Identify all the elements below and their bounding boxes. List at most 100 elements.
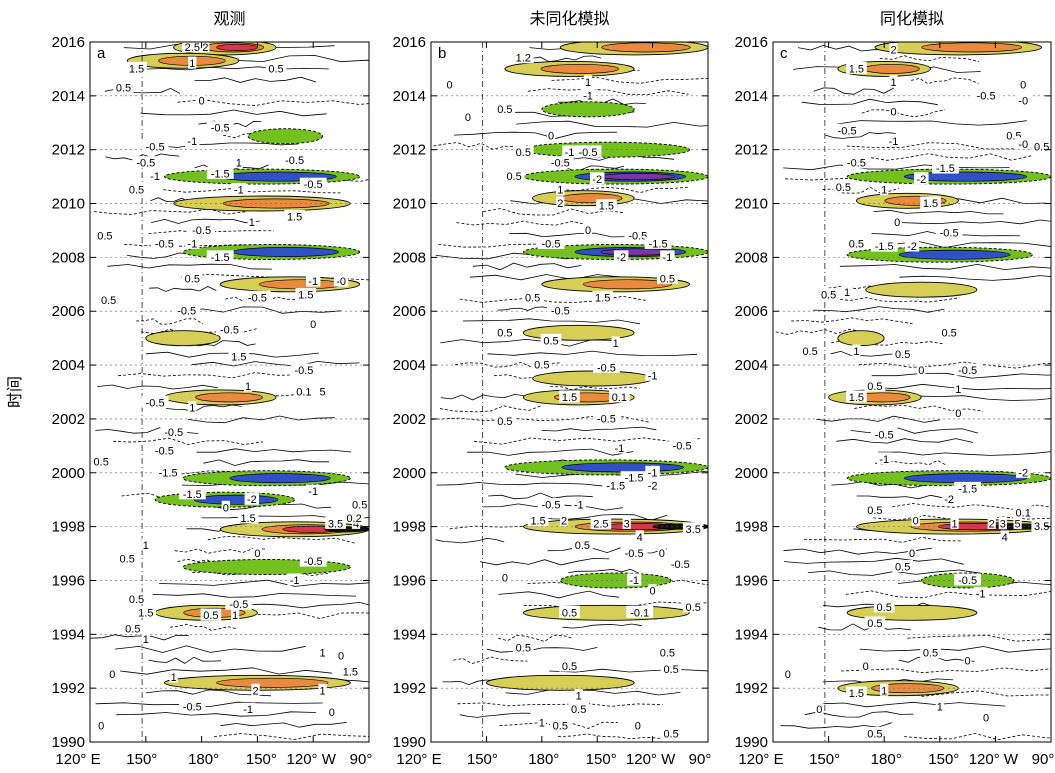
contour-label-bg	[892, 560, 913, 572]
contour-line	[220, 722, 347, 728]
y-tick-label: 2004	[393, 357, 426, 374]
contour-label-bg	[833, 180, 854, 193]
contour-label-bg	[559, 605, 580, 618]
contour-label: -0	[1018, 139, 1028, 151]
contour-label: -0.5	[551, 158, 570, 170]
contour-label-bg	[870, 428, 898, 441]
contour-label-bg	[818, 288, 839, 301]
contour-label-bg	[244, 290, 271, 303]
contour-label: 0	[890, 107, 896, 119]
contour-label: -0.5	[940, 228, 959, 240]
contour-label: 1	[890, 77, 896, 89]
contour-label: 2	[252, 685, 258, 697]
contour-label-bg	[309, 317, 318, 330]
anomaly-core	[540, 63, 619, 74]
contour-label: -0.5	[597, 362, 616, 374]
contour-label: -0.5	[542, 500, 561, 512]
contour-label-bg	[160, 425, 188, 438]
panel-a: 2.5 21.5 1 0.50.50-0.5-0.5 -1-0.5 1 -0.5-1 -1.5…	[52, 10, 373, 768]
contour-label: -0.5	[294, 365, 313, 377]
contour-label: -1	[308, 486, 318, 498]
contour-label: 0	[329, 707, 335, 719]
contour-label-bg	[583, 223, 593, 236]
contour-label: 0	[502, 572, 508, 584]
contour-line	[213, 733, 369, 740]
anomaly-features	[126, 42, 369, 691]
contour-label-bg	[500, 570, 509, 583]
contour-label-bg	[556, 196, 565, 209]
y-tick-label: 1992	[52, 680, 85, 697]
contour-label: 0.5	[185, 273, 200, 285]
contour-label-bg	[225, 597, 253, 610]
contour-label-bg	[935, 226, 963, 239]
y-tick-label: 2012	[735, 142, 768, 159]
contour-line	[435, 537, 505, 544]
contour-label-bg	[513, 51, 534, 64]
contour-label: 0.5	[101, 295, 116, 307]
y-tick-label: 2002	[735, 411, 768, 428]
contour-label: 1.5	[298, 290, 313, 302]
contour-line	[116, 711, 316, 717]
contour-label-bg	[954, 573, 981, 586]
y-tick-label: 2010	[393, 196, 426, 213]
contour-label: 3	[1000, 518, 1006, 530]
panel-letter-bg	[94, 45, 108, 61]
contour-label: -0.5	[155, 446, 174, 458]
y-tick-label: 2004	[735, 357, 768, 374]
contour-label: 0.5	[562, 607, 577, 619]
contour-label-bg	[251, 683, 260, 696]
contour-label-bg	[893, 215, 902, 228]
y-tick-label: 2006	[735, 303, 768, 320]
contour-label: 1.5	[849, 63, 864, 75]
contour-label: 0.5	[506, 171, 521, 183]
contour-line	[436, 482, 606, 487]
contour-label-bg	[90, 455, 112, 467]
contour-label: 1	[557, 185, 563, 197]
contour-label: 0.5	[575, 540, 590, 552]
anomaly-core	[195, 392, 263, 403]
contour-label: 5	[1015, 518, 1021, 530]
contour-label-bg	[231, 183, 246, 196]
contour-label: -2	[648, 481, 658, 493]
contour-line	[120, 667, 333, 675]
contour-label: 0.5	[867, 505, 882, 517]
contour-label: 1.5	[923, 198, 938, 210]
contour-line	[152, 593, 357, 598]
contour-label: -0.5	[164, 427, 183, 439]
contour-label-bg	[306, 484, 321, 497]
contour-label: -1	[648, 467, 658, 479]
contour-label-bg	[494, 102, 516, 115]
contour-label: 1	[236, 158, 242, 170]
contour-line	[472, 262, 582, 271]
contour-label: 0.5	[125, 623, 140, 635]
y-tick-label: 2006	[393, 303, 426, 320]
contour-label-bg	[537, 716, 546, 729]
contour-line	[488, 492, 593, 500]
contour-label-bg	[938, 325, 960, 338]
contour-label-bg	[783, 667, 792, 680]
contour-label: 1	[881, 185, 887, 197]
contour-label: 0.5	[516, 642, 531, 654]
y-tick-label: 2016	[735, 34, 768, 51]
y-tick-label: 2002	[52, 411, 85, 428]
y-tick-label: 2008	[52, 249, 85, 266]
contour-line	[136, 318, 204, 325]
y-tick-label: 1998	[52, 519, 85, 536]
contour-label-bg	[206, 166, 234, 179]
contour-line	[839, 263, 1051, 271]
contour-label-bg	[333, 274, 349, 287]
contour-label-bg	[660, 250, 675, 263]
y-tick-label: 1996	[52, 572, 85, 589]
contour-label: 1.5	[530, 516, 545, 528]
contour-label: -0.5	[551, 306, 570, 318]
contour-labels: 21.51 0-0.5 -00-0.5 0.5-1 -0 0.5-0.5 -1.5-20.5…	[783, 43, 1052, 740]
contour-label-bg	[221, 500, 230, 513]
contour-label-bg	[973, 586, 988, 599]
contour-line	[831, 339, 944, 346]
anomaly-core	[582, 279, 673, 290]
anomaly-peak	[600, 173, 676, 181]
contour-label: 0	[310, 319, 316, 331]
contour-label-bg	[593, 360, 620, 373]
contour-label: 1	[143, 634, 149, 646]
contour-label-bg	[574, 145, 602, 158]
